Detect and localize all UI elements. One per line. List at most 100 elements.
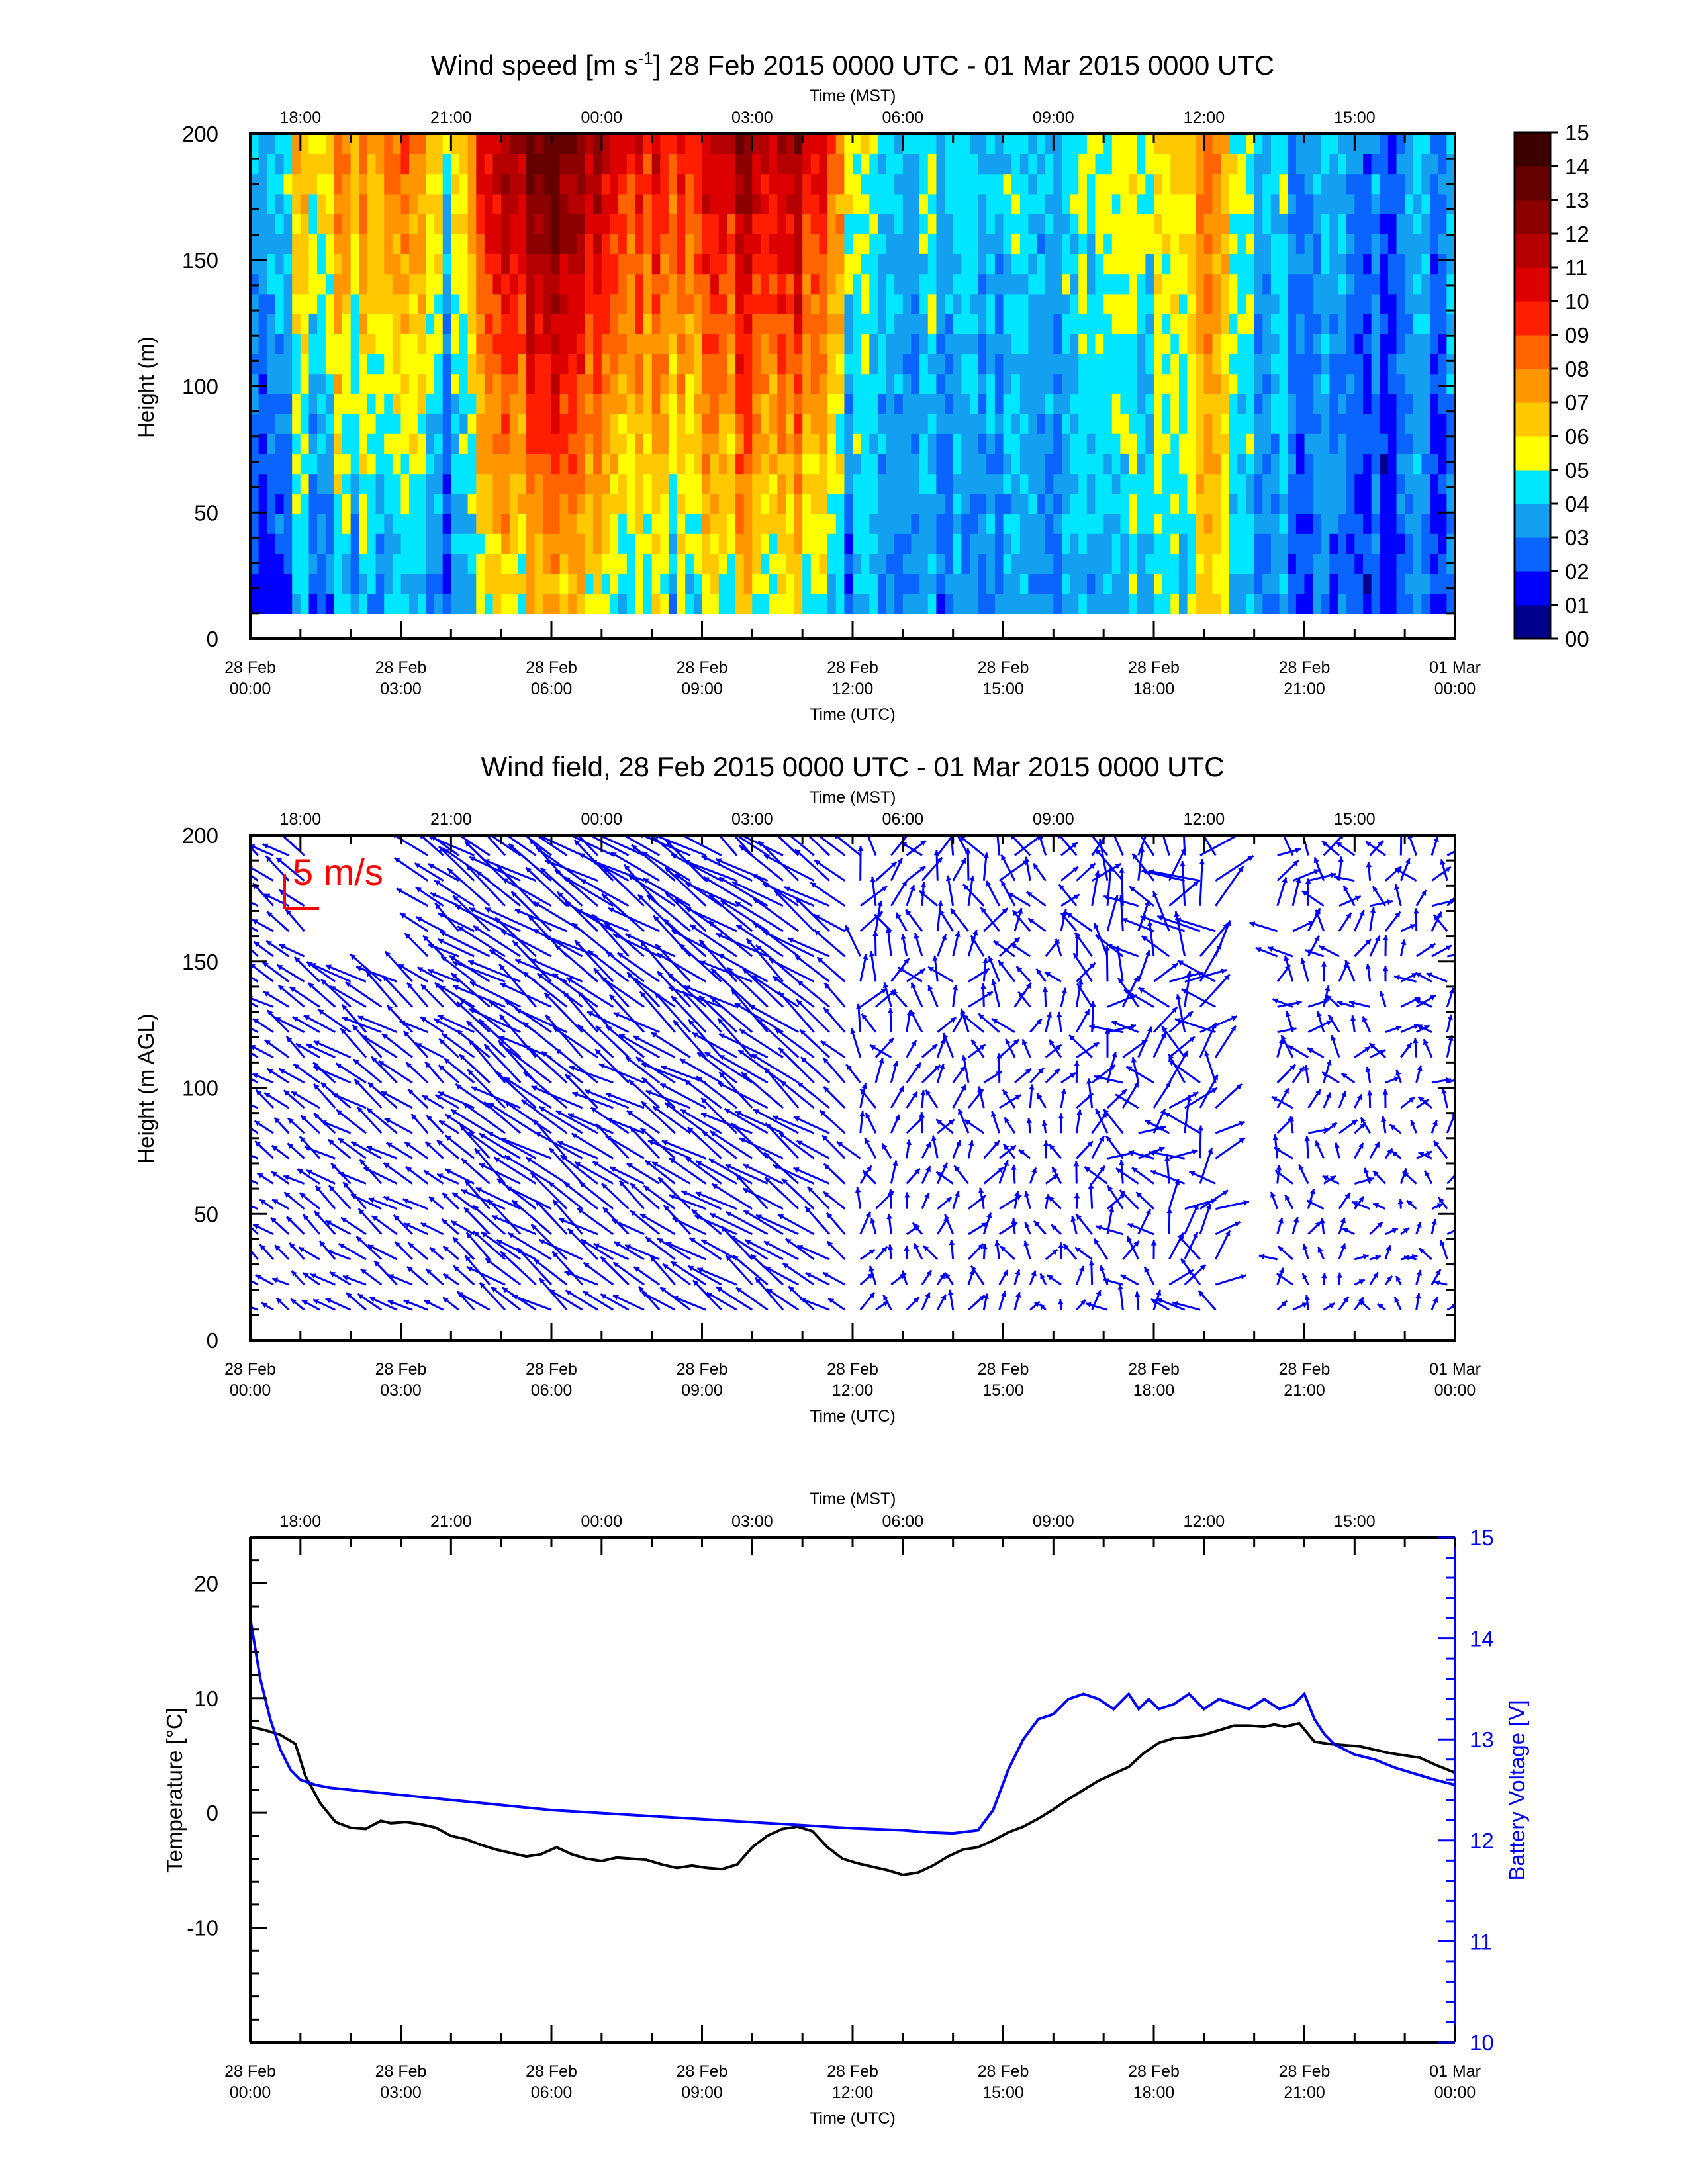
speed-cell	[927, 393, 937, 414]
speed-cell	[442, 593, 452, 614]
speed-cell	[476, 353, 485, 375]
speed-cell	[1329, 154, 1338, 175]
speed-cell	[1187, 373, 1196, 394]
speed-cell	[1237, 173, 1246, 195]
speed-cell	[802, 154, 812, 175]
speed-cell	[693, 173, 703, 195]
speed-cell	[1154, 593, 1163, 614]
speed-cell	[886, 313, 895, 334]
speed-cell	[785, 413, 795, 434]
speed-cell	[1053, 373, 1062, 394]
speed-cell	[827, 313, 837, 334]
speed-cell	[1011, 134, 1021, 154]
speed-cell	[392, 393, 402, 414]
wind-vector-head	[626, 1111, 633, 1116]
speed-cell	[1221, 473, 1230, 494]
wind-vector	[472, 1205, 506, 1235]
wind-vector	[419, 835, 444, 856]
speed-cell	[651, 593, 661, 614]
speed-cell	[1103, 513, 1113, 534]
speed-cell	[342, 154, 352, 175]
speed-cell	[668, 393, 678, 414]
speed-cell	[1346, 473, 1356, 494]
speed-cell	[1003, 473, 1012, 494]
speed-cell	[902, 173, 912, 195]
wind-vector-head	[288, 1118, 294, 1124]
speed-cell	[1321, 413, 1331, 434]
wind-vector-head	[665, 892, 671, 898]
speed-cell	[978, 453, 987, 475]
speed-cell	[610, 293, 619, 314]
speed-cell	[643, 234, 653, 254]
speed-cell	[451, 373, 460, 394]
wind-vector-head	[587, 1011, 594, 1017]
speed-cell	[894, 493, 904, 514]
speed-cell	[292, 553, 301, 574]
speed-cell	[400, 193, 410, 214]
speed-cell	[1062, 453, 1071, 475]
speed-cell	[451, 134, 460, 154]
speed-cell	[969, 234, 979, 254]
wind-vector-head	[408, 1089, 414, 1095]
speed-cell	[1028, 353, 1037, 375]
speed-cell	[492, 593, 502, 614]
speed-cell	[1387, 593, 1397, 614]
speed-cell	[1170, 273, 1180, 295]
wind-vector-head	[778, 1048, 784, 1054]
speed-cell	[886, 173, 895, 195]
speed-cell	[1237, 253, 1246, 275]
speed-cell	[492, 273, 502, 295]
wind-vector	[555, 1048, 598, 1084]
wind-vector-head	[672, 1295, 679, 1301]
speed-cell	[651, 513, 661, 534]
speed-cell	[1237, 473, 1246, 494]
speed-cell	[761, 413, 770, 434]
speed-cell	[1438, 473, 1448, 494]
speed-cell	[936, 413, 945, 434]
speed-cell	[1170, 353, 1180, 375]
speed-cell	[610, 213, 619, 234]
speed-cell	[802, 513, 812, 534]
speed-cell	[325, 493, 335, 514]
speed-cell	[426, 253, 435, 275]
speed-cell	[417, 553, 427, 574]
speed-cell	[400, 433, 410, 454]
wind-vector	[459, 1054, 491, 1083]
speed-cell	[1103, 193, 1113, 214]
speed-cell	[911, 334, 920, 354]
wind-vector	[505, 1185, 552, 1210]
speed-cell	[685, 513, 694, 534]
wind-vector	[479, 1132, 522, 1160]
speed-cell	[727, 134, 736, 154]
speed-cell	[1070, 334, 1079, 354]
speed-cell	[1396, 473, 1405, 494]
speed-cell	[442, 173, 452, 195]
speed-cell	[1129, 173, 1138, 195]
wind-vector	[530, 1085, 583, 1109]
wind-vector-head	[354, 1079, 361, 1085]
speed-cell	[735, 253, 745, 275]
speed-cell	[1329, 533, 1338, 554]
speed-cell	[626, 334, 636, 354]
wind-vector-head	[314, 1113, 320, 1119]
speed-cell	[467, 213, 477, 234]
wind-vector	[632, 977, 676, 1008]
speed-cell	[743, 134, 753, 154]
speed-cell	[936, 493, 945, 514]
speed-cell	[902, 553, 912, 574]
speed-cell	[551, 373, 561, 394]
speed-cell	[1329, 253, 1338, 275]
speed-cell	[718, 373, 728, 394]
speed-cell	[1246, 313, 1255, 334]
speed-cell	[1380, 573, 1389, 594]
speed-cell	[1262, 253, 1272, 275]
speed-cell	[969, 453, 979, 475]
speed-cell	[1137, 593, 1147, 614]
speed-cell	[426, 193, 435, 214]
wind-vector-head	[495, 917, 501, 923]
wind-vector-head	[352, 1024, 359, 1031]
speed-cell	[1086, 193, 1096, 214]
wind-vector	[250, 1126, 259, 1134]
speed-cell	[1304, 234, 1313, 254]
speed-cell	[342, 553, 352, 574]
